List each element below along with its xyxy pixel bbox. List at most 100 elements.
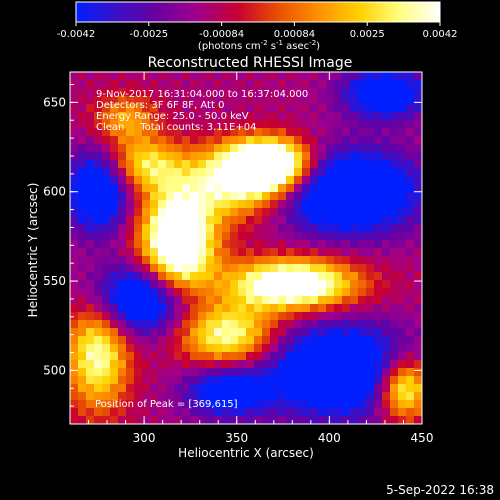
heatmap-cell bbox=[382, 296, 391, 305]
heatmap-cell bbox=[358, 312, 367, 321]
heatmap-cell bbox=[94, 376, 103, 385]
heatmap-cell bbox=[142, 336, 151, 345]
heatmap-cell bbox=[198, 296, 207, 305]
heatmap-cell bbox=[310, 232, 319, 241]
heatmap-cell bbox=[310, 128, 319, 137]
heatmap-cell bbox=[334, 272, 343, 281]
heatmap-cell bbox=[134, 248, 143, 257]
heatmap-cell bbox=[310, 352, 319, 361]
heatmap-cell bbox=[398, 184, 407, 193]
heatmap-cell bbox=[326, 416, 335, 424]
heatmap-cell bbox=[302, 200, 311, 209]
heatmap-cell bbox=[70, 152, 79, 161]
heatmap-cell bbox=[334, 136, 343, 145]
heatmap-cell bbox=[238, 208, 247, 217]
heatmap-cell bbox=[142, 104, 151, 113]
heatmap-cell bbox=[414, 320, 422, 329]
heatmap-cell bbox=[358, 120, 367, 129]
heatmap-cell bbox=[142, 184, 151, 193]
heatmap-cell bbox=[190, 400, 199, 409]
heatmap-cell bbox=[126, 256, 135, 265]
heatmap-cell bbox=[350, 328, 359, 337]
heatmap-cell bbox=[414, 72, 422, 81]
heatmap-cell bbox=[294, 216, 303, 225]
heatmap-cell bbox=[110, 272, 119, 281]
heatmap-cell bbox=[246, 272, 255, 281]
heatmap-cell bbox=[334, 184, 343, 193]
heatmap-cell bbox=[190, 280, 199, 289]
heatmap-cell bbox=[182, 320, 191, 329]
heatmap-cell bbox=[398, 200, 407, 209]
heatmap-cell bbox=[142, 96, 151, 105]
heatmap-cell bbox=[390, 320, 399, 329]
heatmap-cell bbox=[270, 312, 279, 321]
heatmap-cell bbox=[110, 296, 119, 305]
heatmap-cell bbox=[182, 208, 191, 217]
heatmap-cell bbox=[142, 400, 151, 409]
heatmap-cell bbox=[294, 256, 303, 265]
heatmap-cell bbox=[198, 240, 207, 249]
heatmap-cell bbox=[214, 368, 223, 377]
heatmap-cell bbox=[246, 208, 255, 217]
heatmap-cell bbox=[310, 72, 319, 81]
heatmap-cell bbox=[262, 128, 271, 137]
heatmap-cell bbox=[366, 200, 375, 209]
heatmap-cell bbox=[94, 160, 103, 169]
heatmap-cell bbox=[326, 168, 335, 177]
heatmap-cell bbox=[278, 256, 287, 265]
heatmap-cell bbox=[182, 120, 191, 129]
heatmap-cell bbox=[86, 360, 95, 369]
heatmap-cell bbox=[166, 320, 175, 329]
heatmap-cell bbox=[358, 240, 367, 249]
heatmap-cell bbox=[70, 304, 79, 313]
heatmap-cell bbox=[206, 376, 215, 385]
heatmap-cell bbox=[270, 288, 279, 297]
heatmap-cell bbox=[286, 112, 295, 121]
heatmap-cell bbox=[310, 304, 319, 313]
heatmap-cell bbox=[86, 304, 95, 313]
heatmap-cell bbox=[142, 376, 151, 385]
heatmap-cell bbox=[374, 248, 383, 257]
heatmap-cell bbox=[158, 248, 167, 257]
heatmap-cell bbox=[390, 304, 399, 313]
heatmap-cell bbox=[190, 216, 199, 225]
heatmap-cell bbox=[94, 400, 103, 409]
heatmap-cell bbox=[94, 248, 103, 257]
heatmap-cell bbox=[350, 104, 359, 113]
heatmap-cell bbox=[134, 400, 143, 409]
heatmap-cell bbox=[174, 288, 183, 297]
heatmap-cell bbox=[262, 136, 271, 145]
heatmap-cell bbox=[166, 200, 175, 209]
heatmap-cell bbox=[78, 144, 87, 153]
heatmap-cell bbox=[366, 280, 375, 289]
heatmap-cell bbox=[246, 344, 255, 353]
heatmap-cell bbox=[334, 192, 343, 201]
heatmap-cell bbox=[238, 296, 247, 305]
heatmap-cell bbox=[310, 176, 319, 185]
heatmap-cell bbox=[110, 96, 119, 105]
heatmap-cell bbox=[278, 392, 287, 401]
heatmap-cell bbox=[366, 376, 375, 385]
heatmap-cell bbox=[126, 360, 135, 369]
heatmap-cell bbox=[150, 120, 159, 129]
heatmap-cell bbox=[326, 208, 335, 217]
heatmap-cell bbox=[190, 136, 199, 145]
heatmap-cell bbox=[206, 368, 215, 377]
heatmap-cell bbox=[358, 96, 367, 105]
heatmap-cell bbox=[78, 176, 87, 185]
heatmap-cell bbox=[198, 408, 207, 417]
heatmap-cell bbox=[182, 384, 191, 393]
heatmap-cell bbox=[222, 320, 231, 329]
heatmap-cell bbox=[342, 336, 351, 345]
heatmap-cell bbox=[302, 168, 311, 177]
heatmap-cell bbox=[78, 88, 87, 97]
heatmap-cell bbox=[310, 208, 319, 217]
heatmap-cell bbox=[374, 152, 383, 161]
heatmap-cell bbox=[342, 272, 351, 281]
heatmap-cell bbox=[142, 288, 151, 297]
heatmap-cell bbox=[390, 264, 399, 273]
heatmap-cell bbox=[166, 104, 175, 113]
heatmap-cell bbox=[398, 88, 407, 97]
heatmap-cell bbox=[342, 240, 351, 249]
heatmap-cell bbox=[190, 232, 199, 241]
